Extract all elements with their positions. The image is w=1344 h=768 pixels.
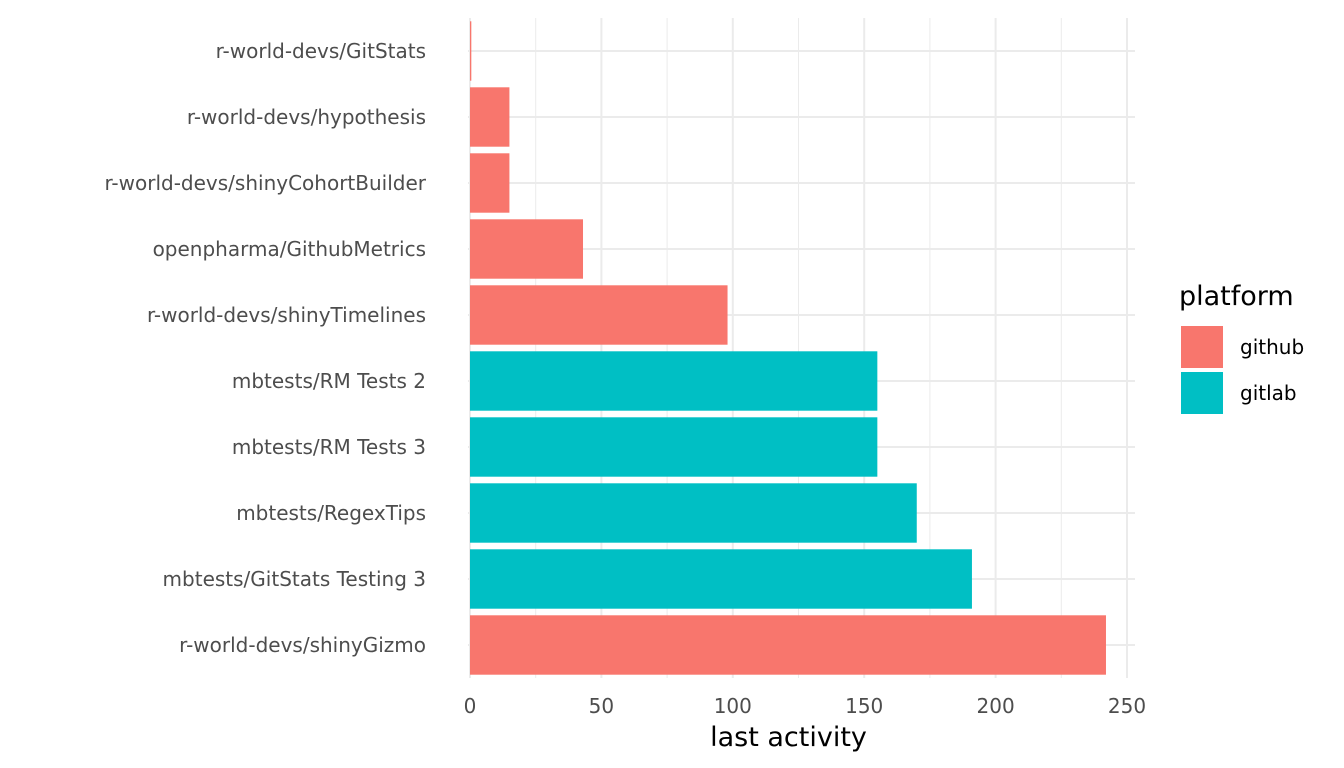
legend-title: platform (1179, 281, 1294, 312)
bar-github (470, 615, 1106, 675)
y-tick-label: r-world-devs/GitStats (216, 39, 426, 63)
bar-gitlab (470, 483, 917, 543)
y-tick-label: mbtests/GitStats Testing 3 (163, 567, 426, 591)
bar-gitlab (470, 417, 878, 477)
bars (470, 21, 1106, 675)
y-tick-label: mbtests/RegexTips (236, 501, 426, 525)
x-tick-label: 200 (977, 694, 1015, 718)
x-tick-label: 50 (589, 694, 614, 718)
y-tick-label: r-world-devs/shinyCohortBuilder (104, 171, 426, 195)
y-tick-label: openpharma/GithubMetrics (153, 237, 426, 261)
legend-swatch-gitlab (1181, 372, 1223, 414)
legend-items: github gitlab (1181, 326, 1304, 414)
bar-github (470, 21, 472, 81)
legend-label-gitlab: gitlab (1240, 381, 1297, 405)
bar-github (470, 153, 510, 213)
bar-github (470, 285, 728, 345)
y-tick-label: r-world-devs/shinyTimelines (147, 303, 426, 327)
x-tick-label: 0 (464, 694, 477, 718)
bar-github (470, 87, 510, 147)
bar-gitlab (470, 351, 878, 411)
x-axis-title: last activity (710, 722, 867, 753)
y-tick-label: mbtests/RM Tests 2 (232, 369, 426, 393)
legend-label-github: github (1240, 335, 1304, 359)
x-tick-label: 100 (714, 694, 752, 718)
y-axis-tick-labels: r-world-devs/GitStats r-world-devs/hypoth… (104, 39, 426, 657)
y-tick-label: mbtests/RM Tests 3 (232, 435, 426, 459)
x-tick-label: 250 (1108, 694, 1146, 718)
y-tick-label: r-world-devs/shinyGizmo (179, 633, 426, 657)
bar-github (470, 219, 584, 279)
bar-gitlab (470, 549, 972, 609)
legend-swatch-github (1181, 326, 1223, 368)
x-tick-label: 150 (845, 694, 883, 718)
y-tick-label: r-world-devs/hypothesis (187, 105, 426, 129)
legend: platform github gitlab (1179, 281, 1304, 414)
x-axis-tick-labels: 0 50 100 150 200 250 (464, 694, 1146, 718)
